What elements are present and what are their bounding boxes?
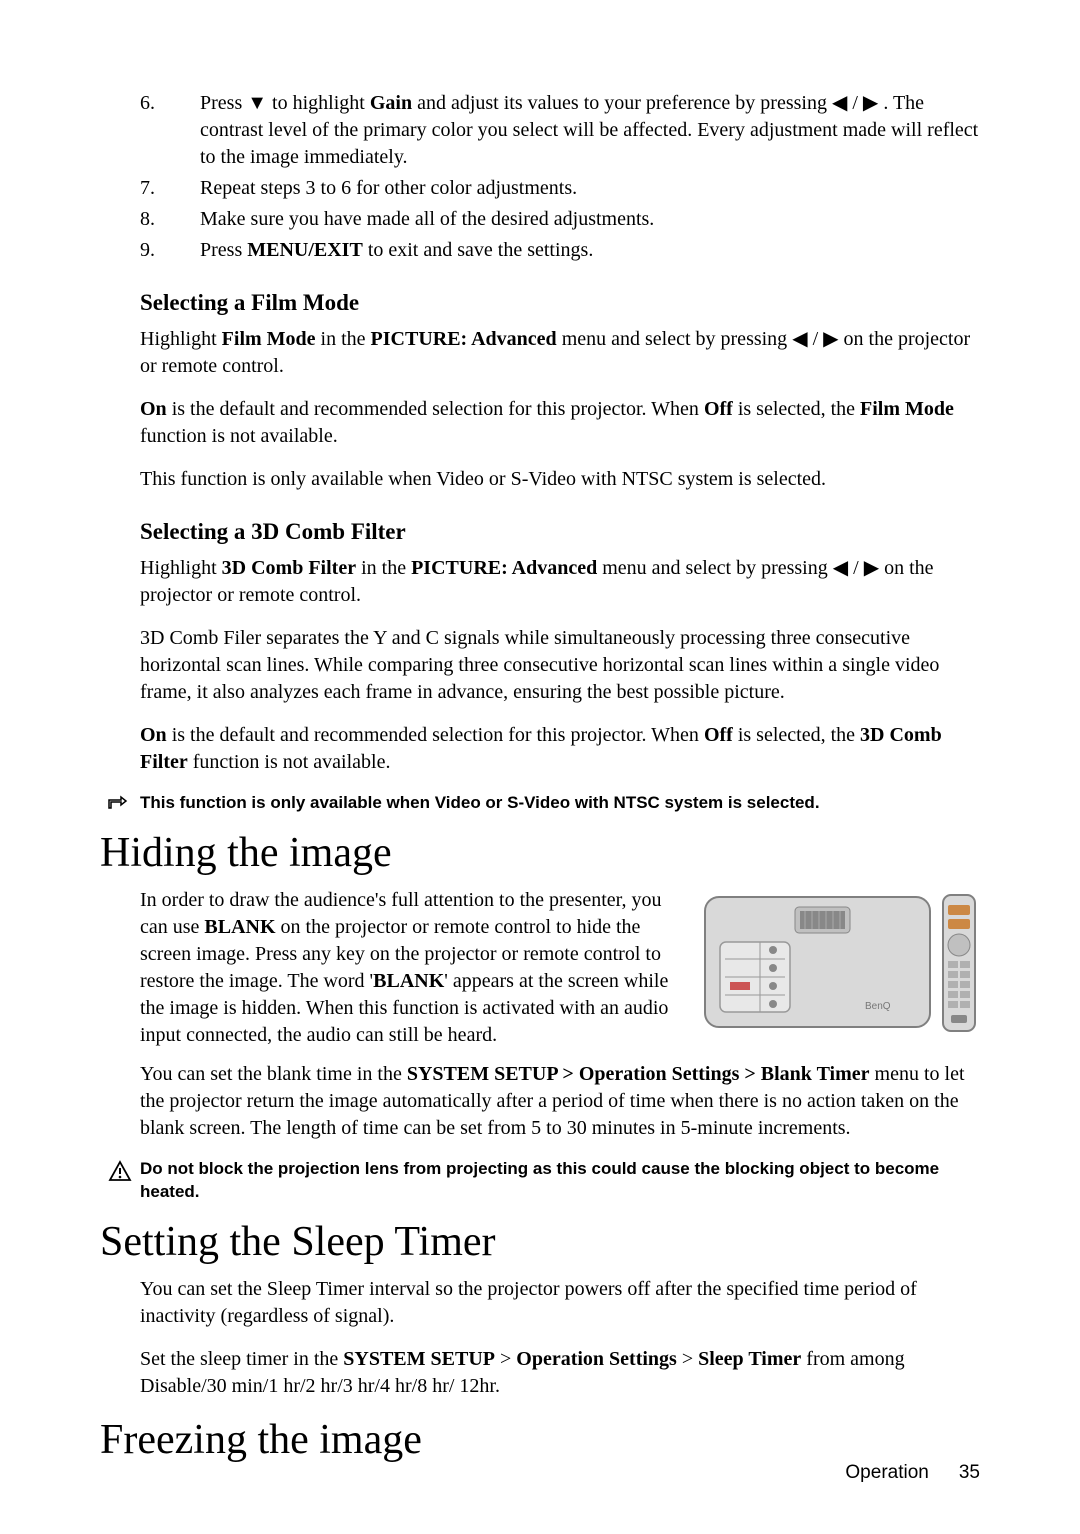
hiding-row: In order to draw the audience's full att… (140, 887, 980, 1049)
list-item-8: 8. Make sure you have made all of the de… (140, 206, 980, 233)
paragraph: In order to draw the audience's full att… (140, 887, 680, 1049)
paragraph: You can set the Sleep Timer interval so … (140, 1276, 980, 1330)
warning-triangle-icon (100, 1158, 140, 1182)
list-text: Make sure you have made all of the desir… (200, 206, 980, 233)
down-arrow-icon: ▼ (247, 92, 267, 114)
left-arrow-icon: ◀ (792, 328, 807, 350)
left-arrow-icon: ◀ (833, 557, 848, 579)
note: This function is only available when Vid… (100, 792, 980, 815)
left-arrow-icon: ◀ (832, 92, 847, 114)
page-number: 35 (959, 1462, 980, 1483)
projector-illustration: BenQ (700, 887, 980, 1049)
heading-hiding-image: Hiding the image (100, 829, 980, 877)
subheading-film-mode: Selecting a Film Mode (140, 290, 980, 316)
paragraph: Highlight Film Mode in the PICTURE: Adva… (140, 326, 980, 380)
paragraph: 3D Comb Filer separates the Y and C sign… (140, 625, 980, 706)
list-item-6: 6. Press ▼ to highlight Gain and adjust … (140, 90, 980, 171)
heading-freezing-image: Freezing the image (100, 1416, 980, 1464)
list-text: Press MENU/EXIT to exit and save the set… (200, 237, 980, 264)
subheading-3d-comb: Selecting a 3D Comb Filter (140, 519, 980, 545)
note-text: This function is only available when Vid… (140, 792, 980, 815)
list-item-9: 9. Press MENU/EXIT to exit and save the … (140, 237, 980, 264)
brand-label: BenQ (865, 1001, 891, 1012)
paragraph: This function is only available when Vid… (140, 466, 980, 493)
list-number: 7. (140, 175, 200, 202)
list-text: Repeat steps 3 to 6 for other color adju… (200, 175, 980, 202)
page-footer: Operation 35 (845, 1462, 980, 1484)
list-number: 6. (140, 90, 200, 171)
warning: Do not block the projection lens from pr… (100, 1158, 980, 1204)
right-arrow-icon: ▶ (823, 328, 838, 350)
paragraph: On is the default and recommended select… (140, 396, 980, 450)
heading-sleep-timer: Setting the Sleep Timer (100, 1218, 980, 1266)
paragraph: Highlight 3D Comb Filter in the PICTURE:… (140, 555, 980, 609)
warning-text: Do not block the projection lens from pr… (140, 1158, 980, 1204)
list-item-7: 7. Repeat steps 3 to 6 for other color a… (140, 175, 980, 202)
list-number: 8. (140, 206, 200, 233)
page: 6. Press ▼ to highlight Gain and adjust … (0, 0, 1080, 1534)
right-arrow-icon: ▶ (863, 92, 878, 114)
paragraph: You can set the blank time in the SYSTEM… (140, 1061, 980, 1142)
list-number: 9. (140, 237, 200, 264)
section-label: Operation (845, 1462, 928, 1483)
paragraph: On is the default and recommended select… (140, 722, 980, 776)
paragraph: Set the sleep timer in the SYSTEM SETUP … (140, 1346, 980, 1400)
hand-point-icon (100, 792, 140, 814)
right-arrow-icon: ▶ (864, 557, 879, 579)
list-text: Press ▼ to highlight Gain and adjust its… (200, 90, 980, 171)
